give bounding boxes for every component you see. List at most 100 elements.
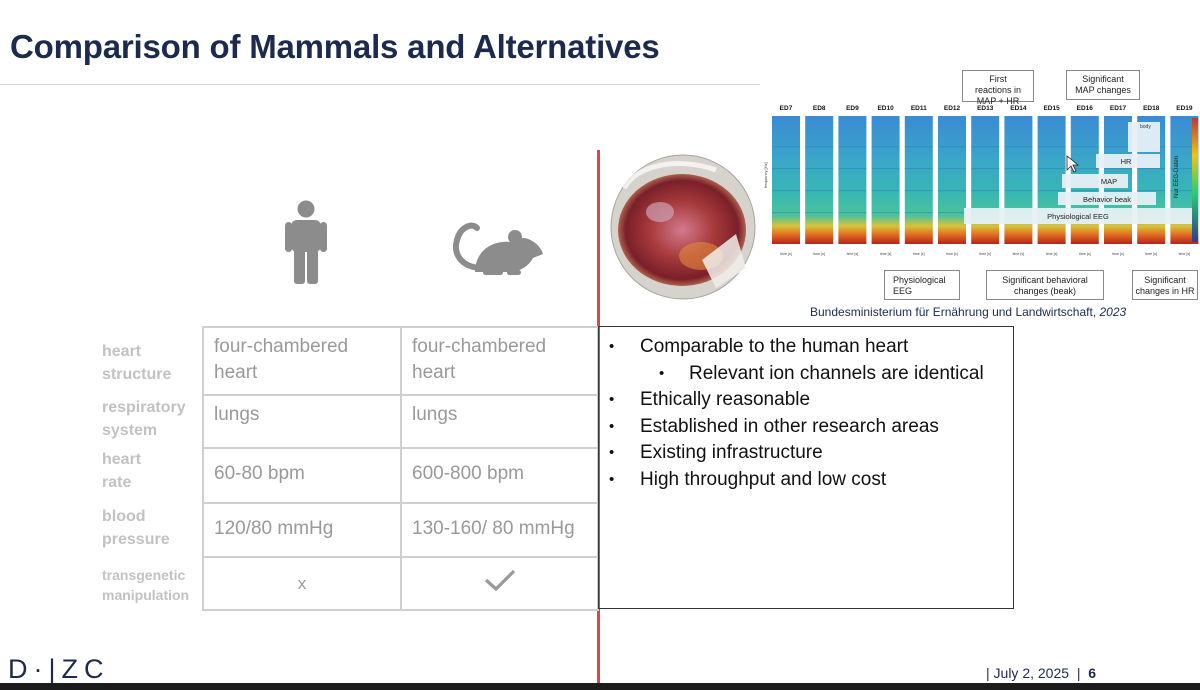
day-label: ED10 <box>877 105 894 112</box>
day-label: ED8 <box>813 105 826 112</box>
bullet-text: Relevant ion channels are identical <box>689 362 984 384</box>
spectrogram-stripe <box>772 146 800 148</box>
cell-text: four-chambered <box>412 336 547 357</box>
spectrogram-stripe <box>871 190 900 192</box>
spectrogram-stripe <box>971 190 1000 192</box>
spectrogram-stripe <box>1037 168 1066 170</box>
table-cell-rodent: 130-160/ 80 mmHg <box>400 502 599 558</box>
callout-line: Significant <box>1144 275 1186 285</box>
day-label: ED7 <box>780 105 793 112</box>
spectrogram-stripe <box>871 146 900 148</box>
row-label-line: rate <box>102 474 132 491</box>
table-cell-human: 60-80 bpm <box>202 447 402 504</box>
spectrogram-stripe <box>904 212 933 214</box>
eeg-spectrogram-figure: ED7 time [s] ED8 time [s] ED9 time [s] ED10 tim… <box>762 70 1200 305</box>
spectrogram-stripe <box>1170 190 1199 192</box>
mouse-cursor-icon <box>1066 155 1080 173</box>
spectrogram-stripe <box>838 168 867 170</box>
day-label: ED16 <box>1077 105 1094 112</box>
table-cell-rodent: 600-800 bpm <box>400 447 599 504</box>
spectrogram-stripe <box>1070 190 1099 192</box>
spectrogram-stripe <box>1037 146 1066 148</box>
spectrogram-stripe <box>1170 168 1199 170</box>
only-eeg-label: Nur EEG-Daten <box>1174 156 1180 198</box>
spectrogram-stripe <box>1137 168 1166 170</box>
row-label-respiratory-system: respiratory system <box>102 396 200 442</box>
band-label-hr: HR <box>1121 157 1132 166</box>
spectrogram-stripe <box>1070 168 1099 170</box>
table-row: 60-80 bpm 600-800 bpm <box>202 447 599 504</box>
bullet-text: Ethically reasonable <box>640 389 811 410</box>
table-row: four-chambered heart four-chambered hear… <box>202 326 599 396</box>
day-label: ED15 <box>1043 105 1060 112</box>
callout-line: First <box>989 74 1007 84</box>
time-axis-label: time [s] <box>1046 252 1058 256</box>
table-cell-rodent: lungs <box>400 394 599 449</box>
callout-line: MAP + HR <box>976 96 1020 106</box>
callout-significant-map: Significant MAP changes <box>1066 70 1140 100</box>
spectrogram-stripe <box>871 168 900 170</box>
day-label: ED13 <box>977 105 994 112</box>
time-axis-label: time [s] <box>847 252 859 256</box>
dhzc-logo: D·|ZC <box>8 654 110 684</box>
rat-icon <box>453 222 543 275</box>
day-label: ED18 <box>1143 105 1160 112</box>
table-cell-human: four-chambered heart <box>202 326 402 396</box>
caption-source: Bundesministerium für Ernährung und Land… <box>810 305 1100 319</box>
day-label: ED17 <box>1110 105 1127 112</box>
time-axis-label: time [s] <box>1112 252 1124 256</box>
day-label: ED19 <box>1176 105 1193 112</box>
spectrogram-panel <box>1004 116 1033 244</box>
day-label: ED14 <box>1010 105 1027 112</box>
callout-first-reactions: First reactions in MAP + HR <box>962 70 1034 106</box>
cell-text: heart <box>412 362 456 383</box>
spectrogram-panels: ED7 time [s] ED8 time [s] ED9 time [s] ED10 tim… <box>763 105 1199 256</box>
check-icon <box>484 569 515 591</box>
table-cell-human: x <box>202 556 402 611</box>
spectrogram-stripe <box>938 190 966 192</box>
spectrogram-stripe <box>1104 146 1132 148</box>
comparison-table: four-chambered heart four-chambered hear… <box>202 326 599 611</box>
caption-year: 2023 <box>1099 305 1127 319</box>
row-label-heart-rate: heart rate <box>102 448 200 494</box>
callout-line: MAP changes <box>1075 85 1131 95</box>
spectrogram-stripe <box>971 146 1000 148</box>
row-label-transgenetic-manipulation: transgenetic manipulation <box>102 565 200 605</box>
callout-line: changes in HR <box>1135 286 1195 296</box>
spectrogram-stripe <box>772 190 800 192</box>
bullet-text: Established in other research areas <box>640 415 939 437</box>
page-title: Comparison of Mammals and Alternatives <box>10 28 660 65</box>
row-label-line: heart <box>102 343 142 360</box>
table-row: 120/80 mmHg 130-160/ 80 mmHg <box>202 502 599 558</box>
spectrogram-stripe <box>772 212 800 214</box>
band-label-map: MAP <box>1101 177 1117 186</box>
human-figure-icon <box>285 200 327 284</box>
time-axis-label: time [s] <box>979 252 991 256</box>
callout-behavioral-changes: Significant behavioral changes (beak) <box>986 270 1104 300</box>
spectrogram-stripe <box>1170 146 1199 148</box>
eeg-band-overlay <box>964 208 1192 224</box>
figure-caption: Bundesministerium für Ernährung und Land… <box>810 305 1126 319</box>
time-axis-label: time [s] <box>946 252 958 256</box>
row-label-line: respiratory <box>102 399 186 416</box>
spectrogram-panel <box>838 116 867 244</box>
spectrogram-stripe <box>938 168 966 170</box>
table-row: x <box>202 556 599 611</box>
bullet-dot: • <box>609 417 615 435</box>
bullet-item: • Comparable to the human heart <box>599 334 1013 361</box>
spectrogram-stripe <box>1037 190 1066 192</box>
spectrogram-stripe <box>871 212 900 214</box>
row-label-line: structure <box>102 366 172 383</box>
callout-hr-changes: Significant changes in HR <box>1132 270 1198 300</box>
day-label: ED11 <box>911 105 927 112</box>
table-cell-rodent: four-chambered heart <box>400 326 599 396</box>
spectrogram-stripe <box>904 146 933 148</box>
spectrogram-panel <box>938 116 966 244</box>
spectrogram-stripe <box>838 146 867 148</box>
callout-line: changes (beak) <box>1013 286 1077 296</box>
title-divider <box>0 84 760 85</box>
spectrogram-stripe <box>1004 190 1033 192</box>
spectrogram-stripe <box>838 212 867 214</box>
spectrogram-panel <box>904 116 933 244</box>
bullet-text: Comparable to the human heart <box>640 336 909 357</box>
